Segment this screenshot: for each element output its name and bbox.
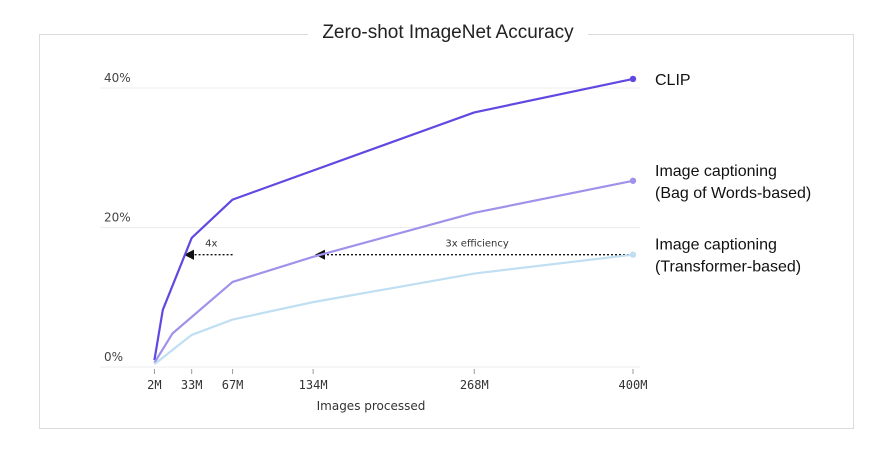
chart-title: Zero-shot ImageNet Accuracy [0,20,896,46]
x-axis-label: Images processed [317,399,426,413]
series-label: CLIP [655,72,691,89]
x-tick-label: 268M [460,378,489,392]
series-label-line: CLIP [655,72,691,89]
x-tick-label: 400M [619,378,648,392]
series-label: Image captioning (Transformer-based) [655,237,801,276]
y-tick-label: 20% [104,211,131,225]
series-line [153,179,634,364]
y-tick-label: 40% [104,71,131,85]
y-tick-label: 0% [104,350,123,364]
x-tick-label: 67M [222,378,244,392]
series-lines [153,75,637,366]
series-label-line: (Bag of Words-based) [655,185,811,202]
series-label: Image captioning (Bag of Words-based) [655,163,811,202]
series-label-line: Image captioning [655,237,777,254]
chart-title-text: Zero-shot ImageNet Accuracy [308,22,588,43]
y-axis-ticks: 0% 20% 40% [104,71,131,364]
series-labels: CLIP Image captioning (Bag of Words-based)… [655,72,811,276]
x-tick-label: 134M [299,378,328,392]
series-endpoint [629,75,637,83]
efficiency-annotations: 4x 3x efficiency [183,239,633,260]
series-endpoint [629,251,637,258]
efficiency-annotation-label: 3x efficiency [445,239,509,250]
x-tick-label: 33M [181,378,203,392]
series-line [153,253,634,366]
series-line [153,77,634,361]
efficiency-annotation-label: 4x [205,239,217,250]
series-label-line: (Transformer-based) [655,259,801,276]
series-endpoint [629,177,637,184]
x-axis-ticks: 2M 33M 67M 134M 268M 400M [147,369,647,392]
x-tick-label: 2M [147,378,161,392]
gridlines [100,87,640,368]
series-label-line: Image captioning [655,163,777,180]
